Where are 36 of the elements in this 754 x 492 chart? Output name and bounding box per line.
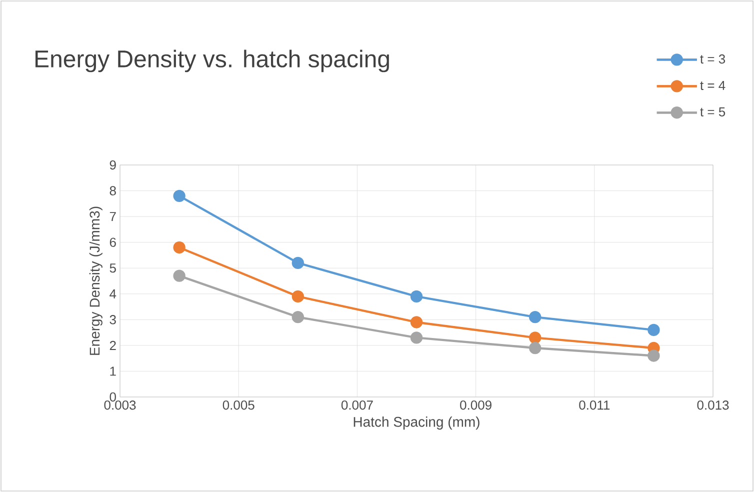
y-tick-label: 1 [110, 366, 116, 376]
x-tick-label: 0.009 [460, 400, 492, 410]
point [292, 256, 304, 270]
x-tick-label: 0.007 [341, 400, 373, 410]
legend-label: t = 4 [700, 80, 726, 90]
point [173, 241, 186, 254]
x-axis-title: Hatch Spacing (mm) [354, 416, 480, 430]
y-tick-label: 6 [110, 238, 116, 247]
point [173, 270, 186, 282]
point [173, 190, 186, 202]
point [529, 332, 542, 344]
point [292, 290, 304, 303]
y-tick-label: 4 [110, 289, 116, 298]
y-tick-label: 0 [110, 392, 116, 402]
y-tick-label: 5 [110, 264, 116, 273]
point [410, 290, 423, 303]
y-tick-label: 8 [110, 186, 116, 196]
x-tick-label: 0.011 [579, 400, 610, 410]
x-tick-label: 0.005 [222, 400, 254, 410]
point [292, 310, 304, 324]
legend-label: t = 3 [700, 54, 726, 64]
chart-title: Energy Density vs. hatch spacing [36, 50, 389, 72]
point [529, 310, 542, 324]
point [410, 316, 423, 328]
y-tick-label: 7 [110, 212, 116, 222]
point [410, 332, 423, 344]
point [648, 324, 660, 336]
point [529, 342, 542, 354]
y-tick-label: 2 [110, 340, 116, 350]
legend-label: t = 5 [700, 107, 726, 116]
y-tick-label: 3 [110, 315, 116, 324]
x-tick-label: 0.003 [104, 400, 136, 410]
x-tick-label: 0.013 [697, 400, 729, 410]
y-tick-label: 9 [110, 160, 116, 170]
y-axis-title: Energy Density (J/mm3) [89, 206, 102, 355]
point [648, 350, 660, 362]
